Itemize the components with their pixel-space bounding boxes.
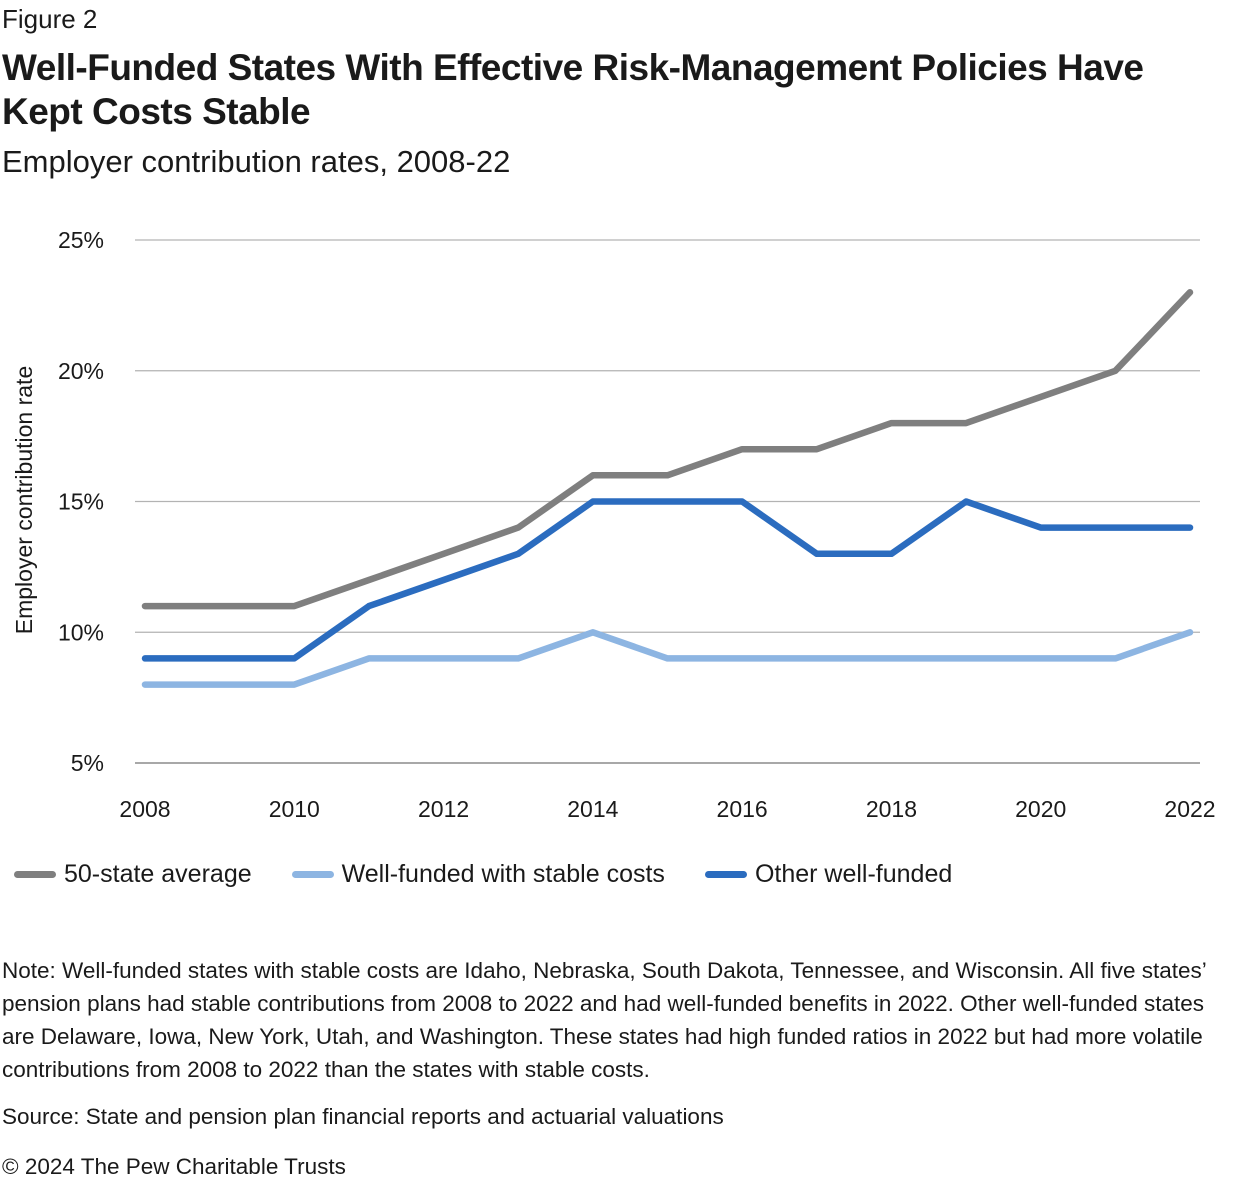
y-tick-label: 15% [58, 489, 104, 515]
legend: 50-state average Well-funded with stable… [14, 860, 992, 889]
copyright: © 2024 The Pew Charitable Trusts [2, 1154, 346, 1179]
chart-subtitle: Employer contribution rates, 2008-22 [2, 144, 511, 179]
chart-source: Source: State and pension plan financial… [2, 1104, 724, 1129]
x-tick-label: 2008 [119, 796, 170, 822]
legend-label: Other well-funded [754, 860, 953, 888]
x-tick-label: 2020 [1015, 796, 1066, 822]
y-tick-label: 25% [58, 227, 104, 253]
legend-swatch [291, 871, 334, 878]
x-tick-label: 2010 [269, 796, 320, 822]
legend-swatch [704, 871, 747, 878]
x-tick-label: 2022 [1164, 796, 1215, 822]
series-lines [141, 289, 1194, 688]
y-axis-label: Employer contribution rate [11, 366, 37, 634]
chart-note: Note: Well-funded states with stable cos… [2, 958, 1206, 1082]
x-tick-label: 2018 [866, 796, 917, 822]
legend-item-other-well-funded: Other well-funded [704, 860, 953, 889]
chart-title: Well-Funded States With Effective Risk-M… [2, 47, 1144, 132]
y-tick-label: 20% [58, 358, 104, 384]
y-tick-label: 10% [58, 619, 104, 645]
x-tick-label: 2016 [717, 796, 768, 822]
legend-swatch [14, 871, 56, 878]
series-line-other-well-funded [141, 498, 1194, 662]
series-line-50-state-average [141, 289, 1194, 610]
y-tick-label: 5% [71, 750, 104, 776]
legend-item-well-funded-stable: Well-funded with stable costs [291, 860, 665, 889]
legend-label: 50-state average [64, 860, 252, 888]
y-tick-labels: 5% 10% 15% 20% 25% [58, 227, 104, 776]
x-tick-label: 2014 [567, 796, 618, 822]
legend-item-50-state-average: 50-state average [14, 860, 252, 889]
line-chart: 5%10%15%20%25% 2008 2010 2012 2014 2016 2018 2… [11, 227, 1216, 822]
figure-label: Figure 2 [2, 4, 98, 34]
x-tick-label: 2012 [418, 796, 469, 822]
series-line-well-funded-with-stable-costs [141, 629, 1194, 688]
x-tick-labels: 2008 2010 2012 2014 2016 2018 2020 2022 [119, 796, 1215, 822]
legend-label: Well-funded with stable costs [341, 860, 665, 888]
